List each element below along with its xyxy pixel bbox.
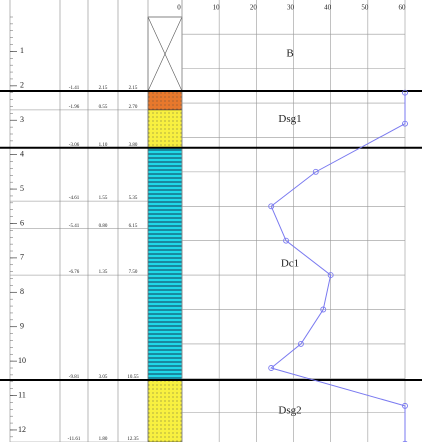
y-tick-label: 11 <box>18 390 26 399</box>
log-cell: 5.35 <box>129 196 138 201</box>
x-tick-label: 0 <box>177 4 181 12</box>
layer-label: Dsg2 <box>278 405 301 417</box>
x-tick-label: 30 <box>287 4 295 12</box>
x-tick-label: 20 <box>250 4 258 12</box>
x-tick-label: 50 <box>361 4 369 12</box>
log-cell: -6.76 <box>69 270 80 275</box>
x-tick-label: 60 <box>399 4 407 12</box>
y-tick-label: 8 <box>20 287 24 296</box>
y-tick-label: 9 <box>20 322 24 331</box>
x-tick-label: 40 <box>324 4 332 12</box>
log-cell: -1.96 <box>69 105 80 110</box>
stratum-pattern <box>148 91 182 110</box>
log-cell: 0.80 <box>99 224 108 229</box>
y-tick-label: 3 <box>20 115 24 124</box>
y-tick-label: 2 <box>20 81 24 90</box>
layer-label: Dc1 <box>281 257 299 269</box>
stratum-pattern <box>148 110 182 148</box>
log-cell: 6.15 <box>129 224 138 229</box>
y-tick-label: 12 <box>18 425 26 434</box>
log-cell: 1.80 <box>99 437 108 442</box>
log-cell: 2.70 <box>129 105 138 110</box>
y-tick-label: 5 <box>20 184 24 193</box>
log-cell: 12.35 <box>127 437 139 442</box>
y-tick-label: 4 <box>20 149 24 158</box>
log-cell: 0.55 <box>99 105 108 110</box>
x-tick-label: 10 <box>213 4 221 12</box>
y-tick-label: 6 <box>20 218 24 227</box>
layer-label: B <box>286 48 293 60</box>
log-cell: 7.50 <box>129 270 138 275</box>
y-tick-label: 1 <box>20 46 24 55</box>
boring-log: 0102030405060123456789101112-1.412.152.1… <box>0 0 422 442</box>
log-cell: 1.35 <box>99 270 108 275</box>
y-tick-label: 10 <box>18 356 26 365</box>
y-tick-label: 7 <box>20 253 24 262</box>
stratum-pattern <box>148 148 182 380</box>
layer-label: Dsg1 <box>278 113 301 125</box>
log-cell: -5.41 <box>69 224 80 229</box>
log-cell: 1.55 <box>99 196 108 201</box>
stratum-pattern <box>148 380 182 442</box>
log-cell: -4.61 <box>69 196 80 201</box>
log-cell: -11.61 <box>68 437 81 442</box>
background <box>0 0 422 442</box>
